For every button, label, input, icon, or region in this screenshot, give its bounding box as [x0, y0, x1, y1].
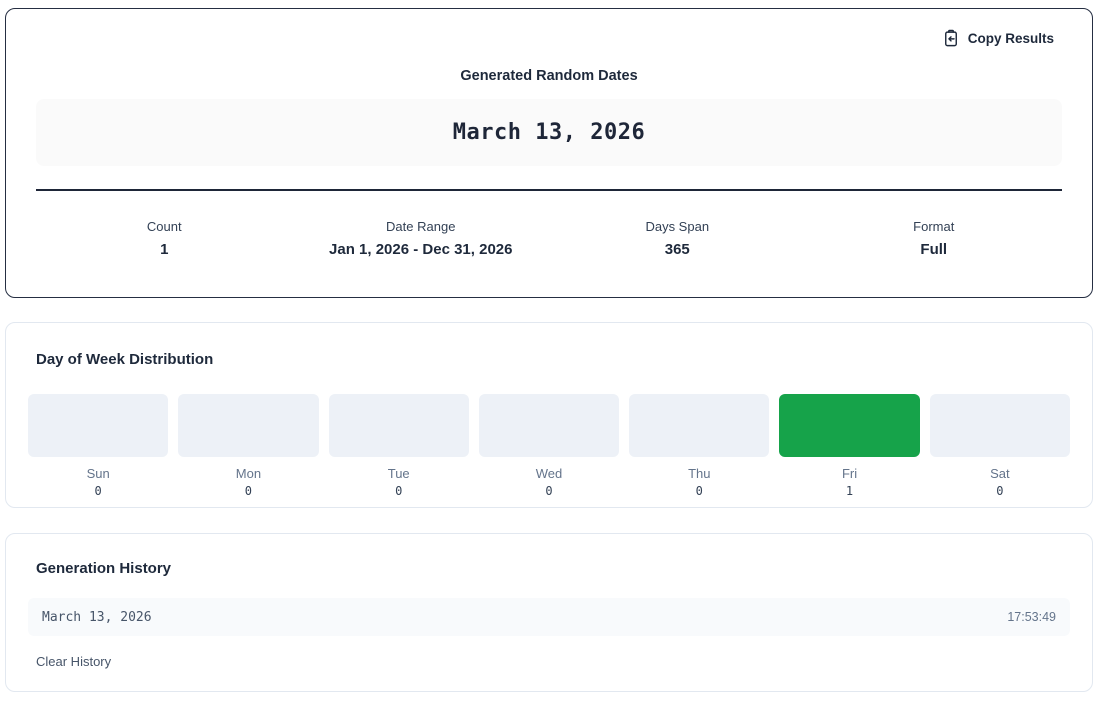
bar-day-label: Thu	[688, 466, 711, 481]
bar-count-value: 0	[545, 484, 553, 498]
copy-results-label: Copy Results	[967, 31, 1054, 46]
history-list: March 13, 2026 17:53:49	[28, 598, 1070, 636]
bar-count-value: 1	[845, 484, 854, 498]
stat-days-span: Days Span 365	[549, 219, 806, 258]
bar-day-label: Sun	[86, 466, 110, 481]
bar-column-sat: Sat 0	[929, 394, 1070, 498]
copy-results-button[interactable]: Copy Results	[942, 29, 1054, 48]
stat-label: Date Range	[386, 219, 456, 234]
stat-value: Full	[920, 241, 948, 258]
stat-format: Format Full	[806, 219, 1063, 258]
bar-mon	[178, 394, 319, 457]
distribution-card: Day of Week Distribution Sun 0 Mon 0 Tue 0 Wed…	[5, 322, 1093, 508]
bar-fri	[779, 394, 920, 457]
bar-column-fri: Fri 1	[779, 394, 920, 498]
bar-sun	[28, 394, 169, 457]
stat-count: Count 1	[36, 219, 293, 258]
results-heading: Generated Random Dates	[460, 68, 638, 84]
bar-count-value: 0	[695, 484, 703, 498]
distribution-heading: Day of Week Distribution	[36, 351, 214, 368]
copy-row: Copy Results	[36, 29, 1062, 48]
bar-thu	[629, 394, 770, 457]
bar-day-label: Wed	[535, 466, 563, 481]
distribution-bars: Sun 0 Mon 0 Tue 0 Wed 0 Thu 0 Fri 1 Sat 0	[28, 394, 1070, 498]
bar-count-value: 0	[244, 484, 253, 498]
bar-count-value: 0	[94, 484, 102, 498]
history-heading: Generation History	[36, 560, 172, 577]
bar-count-value: 0	[996, 484, 1004, 498]
stat-value: 1	[160, 241, 169, 258]
clipboard-copy-icon	[942, 29, 960, 48]
history-date: March 13, 2026	[42, 609, 152, 625]
bar-sat	[929, 394, 1070, 457]
bar-column-sun: Sun 0	[28, 394, 169, 498]
bar-day-label: Mon	[235, 466, 262, 481]
bar-column-tue: Tue 0	[328, 394, 469, 498]
generated-date-value: March 13, 2026	[452, 120, 646, 145]
history-card: Generation History March 13, 2026 17:53:4…	[5, 533, 1093, 692]
results-card: Copy Results Generated Random Dates Marc…	[5, 8, 1093, 298]
stat-value: 365	[664, 241, 690, 258]
bar-column-mon: Mon 0	[178, 394, 319, 498]
bar-count-value: 0	[395, 484, 403, 498]
bar-column-wed: Wed 0	[478, 394, 620, 498]
stat-label: Format	[913, 219, 955, 234]
stat-value: Jan 1, 2026 - Dec 31, 2026	[329, 241, 513, 258]
results-divider	[36, 189, 1062, 191]
bar-day-label: Tue	[387, 466, 410, 481]
generated-date-display: March 13, 2026	[36, 99, 1062, 166]
history-row: March 13, 2026 17:53:49	[28, 598, 1070, 636]
stat-label: Days Span	[645, 219, 710, 234]
bar-column-thu: Thu 0	[629, 394, 770, 498]
stat-label: Count	[146, 219, 182, 234]
clear-history-button[interactable]: Clear History	[36, 654, 112, 669]
stat-date-range: Date Range Jan 1, 2026 - Dec 31, 2026	[293, 219, 550, 258]
bar-day-label: Fri	[841, 466, 858, 481]
bar-day-label: Sat	[990, 466, 1010, 481]
bar-wed	[478, 394, 620, 457]
stats-row: Count 1 Date Range Jan 1, 2026 - Dec 31, 20…	[36, 219, 1062, 258]
history-timestamp: 17:53:49	[1007, 610, 1056, 624]
bar-tue	[328, 394, 469, 457]
